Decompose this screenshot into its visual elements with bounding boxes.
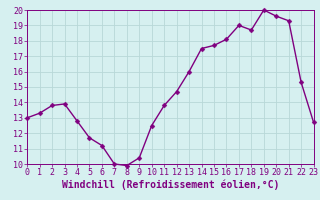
X-axis label: Windchill (Refroidissement éolien,°C): Windchill (Refroidissement éolien,°C) <box>62 180 279 190</box>
